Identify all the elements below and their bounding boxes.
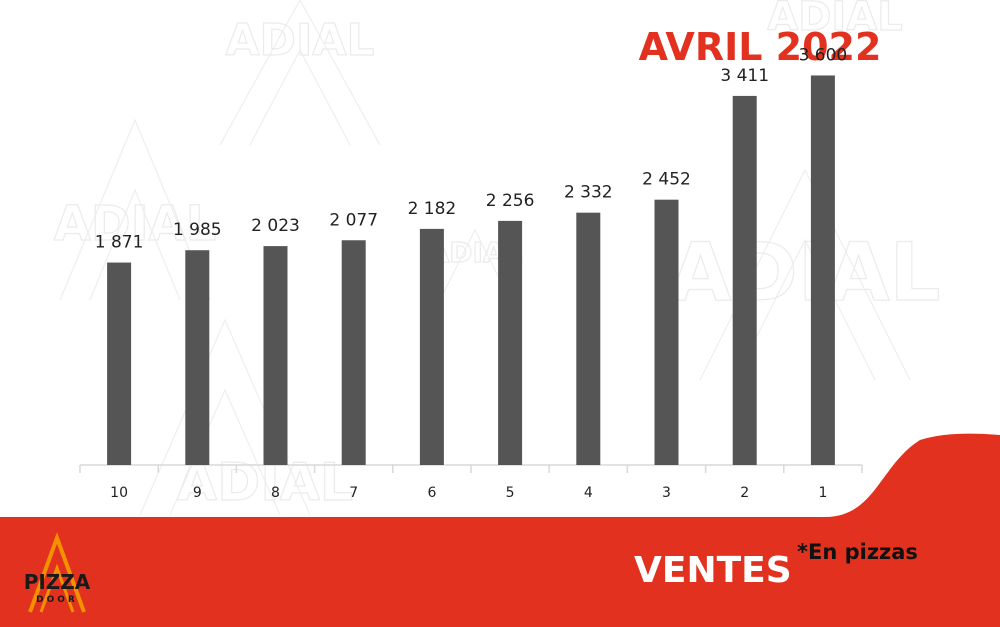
watermark-text: ADIAL [767,0,903,40]
bar-4 [576,212,601,465]
bar-9 [185,250,210,465]
metric-label: VENTES [634,550,792,591]
value-label-7: 2 077 [329,210,378,230]
value-label-9: 1 985 [173,220,222,240]
category-label-2: 2 [740,485,749,501]
value-label-10: 1 871 [95,233,144,253]
category-label-5: 5 [506,485,515,501]
watermark-logo-shape [59,118,211,301]
bar-5 [498,220,523,465]
value-labels: 1 871 1 985 2 023 2 077 2 182 2 256 2 332 2 452… [95,45,847,252]
value-label-1: 3 600 [799,45,848,65]
month-title: AVRIL 2022 [639,25,882,69]
category-label-1: 1 [818,485,827,501]
value-label-8: 2 023 [251,216,300,236]
logo-a-inner-icon [39,563,75,613]
bar-8 [263,246,288,465]
bar-2 [732,95,757,466]
value-label-3: 2 452 [642,170,691,190]
category-label-10: 10 [110,485,128,501]
watermark-text: ADIAL [670,226,941,319]
x-axis-ticks [79,465,863,473]
x-axis-labels: 10 9 8 7 6 5 4 3 2 1 [110,485,827,501]
category-label-8: 8 [271,485,280,501]
footer-band [0,433,1000,627]
value-label-6: 2 182 [408,199,457,219]
category-label-4: 4 [584,485,593,501]
value-label-5: 2 256 [486,191,535,211]
category-label-7: 7 [349,485,358,501]
watermark-text: ADIAL [54,196,217,252]
logo-a-icon [28,532,86,613]
bar-1 [810,75,835,465]
watermark-text: ADIAL [225,15,374,66]
value-label-4: 2 332 [564,183,613,203]
category-label-6: 6 [427,485,436,501]
watermark-logo-shape [219,0,381,146]
bar-series [107,75,835,466]
bar-6 [419,228,444,465]
logo-subtext: DOOR [36,595,78,605]
unit-note: *En pizzas [797,540,918,564]
category-label-9: 9 [193,485,202,501]
bar-7 [341,240,366,465]
logo-text: PIZZA [24,570,91,594]
bar-3 [654,199,679,465]
category-label-3: 3 [662,485,671,501]
bar-10 [107,262,132,465]
value-label-2: 3 411 [720,66,769,86]
pizza-door-logo: PIZZA DOOR [24,532,91,613]
